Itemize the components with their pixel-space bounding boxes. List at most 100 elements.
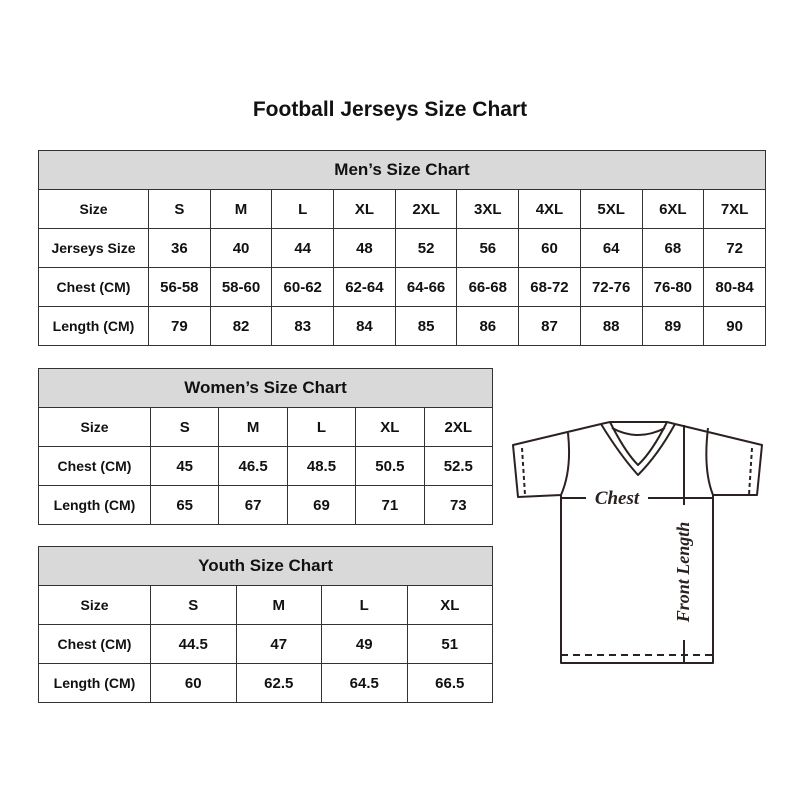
table-cell: XL [355, 407, 425, 447]
table-cell: M [209, 189, 273, 229]
sleeve-hem-right [748, 447, 753, 496]
mens-size-table: Men’s Size Chart Size S M L XL 2XL 3XL 4XL 5XL 6X… [38, 150, 766, 346]
table-row: Chest (CM) 44.5 47 49 51 [38, 624, 494, 664]
table-cell: 71 [355, 485, 425, 525]
row-label: Jerseys Size [38, 228, 149, 268]
table-cell: S [148, 189, 211, 229]
table-cell: 64-66 [394, 267, 458, 307]
table-row: Chest (CM) 45 46.5 48.5 50.5 52.5 [38, 446, 494, 486]
sleeve-hem-left [521, 447, 526, 496]
row-label: Size [38, 189, 149, 229]
table-cell: 65 [149, 485, 220, 525]
table-cell: 62-64 [333, 267, 396, 307]
table-cell: 44.5 [150, 624, 237, 664]
table-cell: L [286, 407, 357, 447]
row-label: Chest (CM) [38, 624, 151, 664]
row-label: Length (CM) [38, 663, 151, 703]
table-row: Length (CM) 60 62.5 64.5 66.5 [38, 663, 494, 703]
table-cell: 60-62 [271, 267, 335, 307]
table-cell: 2XL [423, 407, 494, 447]
table-cell: M [235, 585, 322, 625]
table-cell: 48.5 [286, 446, 357, 486]
table-cell: 60 [150, 663, 237, 703]
row-label: Size [38, 585, 151, 625]
table-cell: 64.5 [321, 663, 408, 703]
table-row: Jerseys Size 36 40 44 48 52 56 60 64 68 72 [38, 228, 766, 268]
table-cell: 45 [149, 446, 220, 486]
table-cell: 89 [641, 306, 705, 346]
table-cell: 52 [394, 228, 458, 268]
table-row: Size S M L XL [38, 585, 494, 625]
table-cell: 48 [333, 228, 396, 268]
table-cell: 60 [518, 228, 581, 268]
table-cell: 46.5 [218, 446, 288, 486]
row-label: Size [38, 407, 151, 447]
table-cell: 82 [209, 306, 273, 346]
table-cell: 56 [456, 228, 520, 268]
table-cell: M [218, 407, 288, 447]
page-title: Football Jerseys Size Chart [252, 98, 528, 121]
row-label: Chest (CM) [38, 446, 151, 486]
table-cell: 58-60 [209, 267, 273, 307]
table-cell: 7XL [703, 189, 766, 229]
jersey-measurement-diagram: Chest Front Length [512, 421, 763, 664]
table-cell: S [149, 407, 220, 447]
chest-label: Chest [595, 488, 640, 509]
table-cell: 62.5 [235, 663, 322, 703]
table-cell: XL [333, 189, 396, 229]
table-row: Size S M L XL 2XL 3XL 4XL 5XL 6XL 7XL [38, 189, 766, 229]
table-cell: L [271, 189, 335, 229]
table-cell: 49 [321, 624, 408, 664]
table-cell: 69 [286, 485, 357, 525]
table-cell: 76-80 [641, 267, 705, 307]
table-row: Chest (CM) 56-58 58-60 60-62 62-64 64-66 66-68… [38, 267, 766, 307]
table-cell: 50.5 [355, 446, 425, 486]
table-cell: 2XL [394, 189, 458, 229]
table-cell: 47 [235, 624, 322, 664]
table-cell: 87 [518, 306, 581, 346]
table-cell: 64 [579, 228, 643, 268]
table-cell: 88 [579, 306, 643, 346]
table-cell: 66-68 [456, 267, 520, 307]
table-row: Length (CM) 79 82 83 84 85 86 87 88 89 90 [38, 306, 766, 346]
table-cell: 86 [456, 306, 520, 346]
table-cell: 79 [148, 306, 211, 346]
mens-table-heading: Men’s Size Chart [38, 150, 766, 190]
jersey-collar [600, 421, 676, 476]
table-cell: 52.5 [423, 446, 494, 486]
table-cell: 6XL [641, 189, 705, 229]
youth-table-heading: Youth Size Chart [37, 546, 494, 586]
table-cell: 72-76 [579, 267, 643, 307]
table-cell: 5XL [579, 189, 643, 229]
table-cell: 66.5 [406, 663, 494, 703]
table-cell: S [150, 585, 237, 625]
table-cell: 73 [423, 485, 494, 525]
row-label: Length (CM) [38, 485, 151, 525]
table-cell: 4XL [518, 189, 581, 229]
table-cell: 83 [271, 306, 335, 346]
table-cell: 40 [209, 228, 273, 268]
table-cell: XL [406, 585, 494, 625]
table-cell: 51 [406, 624, 494, 664]
table-cell: 80-84 [703, 267, 766, 307]
table-cell: L [321, 585, 408, 625]
table-cell: 44 [271, 228, 335, 268]
table-cell: 72 [703, 228, 766, 268]
table-row: Size S M L XL 2XL [38, 407, 494, 447]
table-cell: 68 [641, 228, 705, 268]
table-cell: 3XL [456, 189, 520, 229]
table-cell: 67 [218, 485, 288, 525]
table-cell: 68-72 [518, 267, 581, 307]
table-cell: 90 [703, 306, 766, 346]
table-cell: 84 [333, 306, 396, 346]
row-label: Chest (CM) [38, 267, 149, 307]
table-cell: 85 [394, 306, 458, 346]
youth-size-table: Youth Size Chart Size S M L XL Chest (CM) 44.5… [37, 546, 494, 703]
row-label: Length (CM) [38, 306, 149, 346]
table-cell: 56-58 [148, 267, 211, 307]
table-cell: 36 [148, 228, 211, 268]
front-length-label: Front Length [673, 522, 693, 624]
womens-table-heading: Women’s Size Chart [37, 368, 494, 408]
womens-size-table: Women’s Size Chart Size S M L XL 2XL Chest (CM… [37, 368, 494, 525]
jersey-outline [512, 423, 763, 664]
